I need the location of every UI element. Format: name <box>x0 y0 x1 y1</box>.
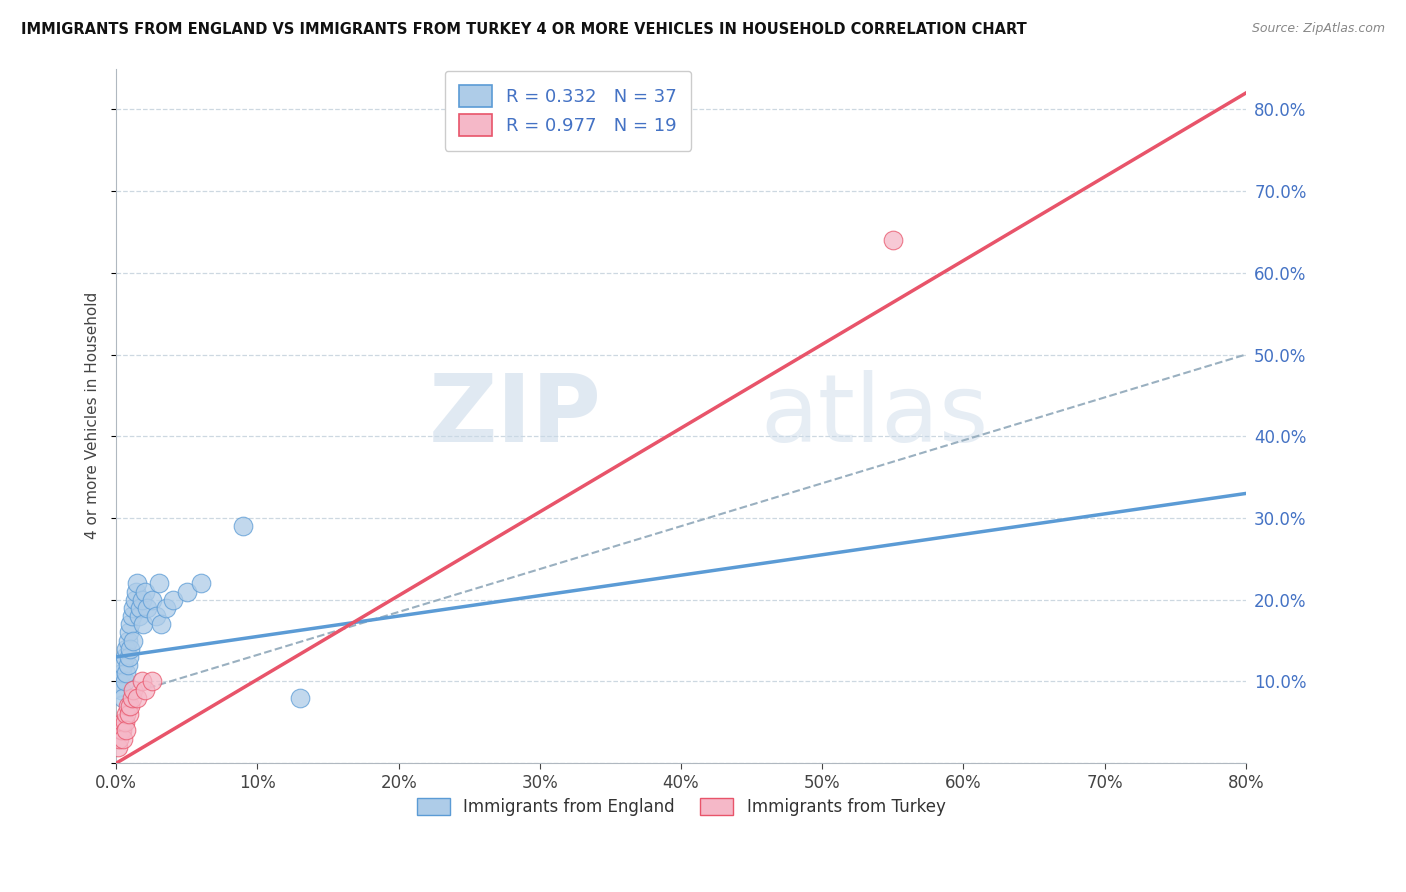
Point <box>115 707 138 722</box>
Point <box>162 592 184 607</box>
Text: ZIP: ZIP <box>429 370 602 462</box>
Point <box>118 625 141 640</box>
Point <box>232 519 254 533</box>
Point <box>141 674 163 689</box>
Point <box>111 723 134 738</box>
Point <box>114 674 136 689</box>
Point <box>128 609 150 624</box>
Point <box>107 739 129 754</box>
Point <box>882 233 904 247</box>
Point <box>136 600 159 615</box>
Point <box>190 576 212 591</box>
Point <box>131 674 153 689</box>
Point <box>176 584 198 599</box>
Point <box>112 690 135 705</box>
Point <box>150 617 173 632</box>
Point <box>112 658 135 673</box>
Point <box>108 731 131 746</box>
Point <box>115 666 138 681</box>
Point <box>112 715 135 730</box>
Point <box>121 609 143 624</box>
Text: Source: ZipAtlas.com: Source: ZipAtlas.com <box>1251 22 1385 36</box>
Point <box>155 600 177 615</box>
Point <box>121 690 143 705</box>
Point <box>120 617 142 632</box>
Text: IMMIGRANTS FROM ENGLAND VS IMMIGRANTS FROM TURKEY 4 OR MORE VEHICLES IN HOUSEHOL: IMMIGRANTS FROM ENGLAND VS IMMIGRANTS FR… <box>21 22 1026 37</box>
Y-axis label: 4 or more Vehicles in Household: 4 or more Vehicles in Household <box>86 293 100 540</box>
Point <box>125 584 148 599</box>
Point <box>120 641 142 656</box>
Point <box>127 576 149 591</box>
Point <box>127 690 149 705</box>
Point <box>115 641 138 656</box>
Point <box>112 731 135 746</box>
Point <box>122 682 145 697</box>
Point <box>141 592 163 607</box>
Point <box>114 715 136 730</box>
Legend: Immigrants from England, Immigrants from Turkey: Immigrants from England, Immigrants from… <box>408 789 953 824</box>
Point <box>145 609 167 624</box>
Point <box>288 690 311 705</box>
Point <box>117 658 139 673</box>
Point <box>122 600 145 615</box>
Point <box>118 707 141 722</box>
Point <box>132 617 155 632</box>
Point <box>118 649 141 664</box>
Point <box>129 600 152 615</box>
Point <box>124 592 146 607</box>
Point <box>134 584 156 599</box>
Point <box>131 592 153 607</box>
Point <box>111 666 134 681</box>
Point <box>114 649 136 664</box>
Point <box>110 723 132 738</box>
Point <box>108 674 131 689</box>
Point <box>110 682 132 697</box>
Point <box>122 633 145 648</box>
Point <box>120 698 142 713</box>
Point <box>134 682 156 697</box>
Point <box>115 723 138 738</box>
Text: atlas: atlas <box>761 370 988 462</box>
Point <box>148 576 170 591</box>
Point <box>117 633 139 648</box>
Point <box>117 698 139 713</box>
